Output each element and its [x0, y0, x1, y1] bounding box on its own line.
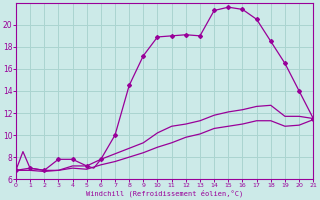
X-axis label: Windchill (Refroidissement éolien,°C): Windchill (Refroidissement éolien,°C): [86, 190, 243, 197]
